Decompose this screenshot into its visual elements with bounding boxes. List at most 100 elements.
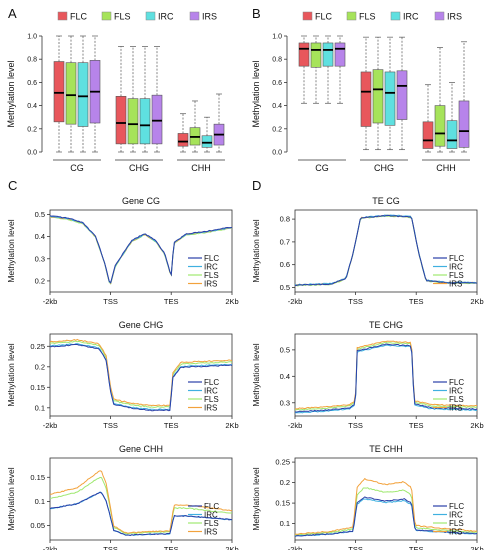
box-CHH-IRC	[446, 120, 458, 149]
legend-label-FLC: FLC	[204, 378, 219, 387]
panel-letter-C: C	[8, 178, 17, 193]
plot-frame	[49, 457, 233, 541]
x-tick-label: TSS	[348, 297, 363, 306]
legend-label-IRS: IRS	[449, 528, 462, 537]
series-line-FLS	[49, 340, 233, 409]
x-tick-label: 2Kb	[225, 545, 238, 550]
legend-label-FLS: FLS	[114, 12, 131, 22]
y-tick-label: 0.2	[35, 362, 45, 371]
legend-label-FLC: FLC	[449, 378, 464, 387]
y-tick-label: 0.15	[30, 473, 45, 482]
x-tick-label: TES	[409, 297, 424, 306]
series-line-IRS	[294, 477, 478, 535]
y-tick-label: 0.15	[30, 383, 45, 392]
series-line-IRS	[294, 340, 477, 410]
y-tick-label: 0.4	[27, 103, 37, 110]
legend-swatch-FLC	[302, 11, 313, 21]
y-tick-label: 0.4	[272, 103, 282, 110]
legend-swatch-FLS	[346, 11, 357, 21]
y-tick-label: 0.6	[27, 80, 37, 87]
panel-title: TE CHG	[369, 320, 403, 330]
series-line-FLC	[294, 214, 478, 287]
x-tick-label: -2kb	[288, 545, 303, 550]
box-CG-FLC	[298, 42, 310, 67]
x-tick-label: -2kb	[43, 545, 58, 550]
legend-swatch-FLS	[101, 11, 112, 21]
legend-label-IRS: IRS	[449, 404, 462, 413]
x-category-label: CHH	[191, 163, 211, 173]
y-tick-label: 0.8	[280, 215, 290, 224]
x-tick-label: 2Kb	[470, 297, 483, 306]
x-category-label: CHG	[129, 163, 149, 173]
box-CHG-IRC	[384, 71, 396, 126]
y-tick-label: 0.25	[275, 458, 290, 467]
line-panel-te-cg: TE CG 0.5 0.6 0.7 0.8 Methylation level -2kb TS…	[251, 196, 484, 306]
x-tick-label: TSS	[103, 421, 118, 430]
legend-label-FLC: FLC	[70, 12, 88, 22]
legend-label-IRC: IRC	[204, 511, 218, 520]
y-tick-label: 0.4	[280, 372, 290, 381]
box-CHH-FLC	[422, 121, 434, 149]
series-line-FLS	[49, 476, 233, 535]
legend-label-IRS: IRS	[204, 280, 217, 289]
y-tick-label: 1.0	[272, 34, 282, 41]
x-tick-label: 2Kb	[470, 421, 483, 430]
legend-label-FLC: FLC	[204, 254, 219, 263]
panel-title: Gene CHH	[119, 444, 163, 454]
series-line-FLC	[49, 215, 233, 284]
legend-label-IRS: IRS	[449, 280, 462, 289]
x-category-label: CHH	[436, 163, 456, 173]
y-tick-label: 0.1	[280, 519, 290, 528]
legend-label-IRC: IRC	[204, 263, 218, 272]
box-CHG-FLS	[372, 69, 384, 124]
boxplot-panel-B: FLC FLS IRC IRS 0.0 0.2 0.4 0.6 0.8 1.0 Methylatio…	[251, 11, 470, 173]
y-tick-label: 0.8	[272, 57, 282, 64]
box-CHG-FLC	[115, 96, 127, 145]
legend-label-FLC: FLC	[449, 254, 464, 263]
y-tick-label: 1.0	[27, 34, 37, 41]
y-tick-label: 0.4	[35, 232, 45, 241]
x-category-label: CG	[315, 163, 329, 173]
y-tick-label: 0.5	[35, 210, 45, 219]
panel-title: TE CG	[372, 196, 400, 206]
box-CHH-IRC	[201, 135, 213, 148]
x-tick-label: TES	[409, 421, 424, 430]
x-tick-label: -2kb	[288, 297, 303, 306]
box-CHG-FLC	[360, 71, 372, 127]
y-tick-label: 0.2	[272, 126, 282, 133]
box-CHG-IRC	[139, 98, 151, 145]
y-tick-label: 0.3	[35, 254, 45, 263]
box-CG-IRC	[77, 62, 89, 127]
y-tick-label: 0.05	[30, 521, 45, 530]
box-CHH-IRS	[458, 100, 470, 148]
y-tick-label: 0.6	[272, 80, 282, 87]
line-panel-gene-chg: Gene CHG 0.1 0.15 0.2 0.25 Methylation level -…	[6, 320, 239, 430]
panel-title: Gene CHG	[119, 320, 164, 330]
y-axis-title: Methylation level	[251, 60, 261, 127]
legend-label-IRC: IRC	[449, 387, 463, 396]
x-tick-label: TSS	[103, 297, 118, 306]
legend-label-IRC: IRC	[158, 12, 174, 22]
x-tick-label: TES	[164, 297, 179, 306]
x-tick-label: 2Kb	[225, 421, 238, 430]
y-tick-label: 0.8	[27, 57, 37, 64]
plot-frame	[49, 333, 233, 417]
x-tick-label: TES	[164, 545, 179, 550]
legend-swatch-FLC	[57, 11, 68, 21]
y-tick-label: 0.2	[35, 276, 45, 285]
box-CG-FLS	[310, 42, 322, 68]
line-panel-te-chh: TE CHH 0.1 0.15 0.2 0.25 Methylation level -2k…	[251, 444, 484, 550]
x-tick-label: TES	[164, 421, 179, 430]
legend-label-FLC: FLC	[449, 502, 464, 511]
series-line-FLS	[294, 341, 478, 411]
y-axis-title: Methylation level	[6, 467, 16, 530]
box-CG-FLS	[65, 62, 77, 125]
plot-frame	[294, 209, 478, 293]
panel-letter-D: D	[252, 178, 261, 193]
panel-title: Gene CG	[122, 196, 160, 206]
legend-swatch-IRS	[189, 11, 200, 21]
legend-label-FLS: FLS	[359, 12, 376, 22]
y-tick-label: 0.2	[27, 126, 37, 133]
box-CHH-FLS	[434, 105, 446, 147]
x-tick-label: 2Kb	[470, 545, 483, 550]
